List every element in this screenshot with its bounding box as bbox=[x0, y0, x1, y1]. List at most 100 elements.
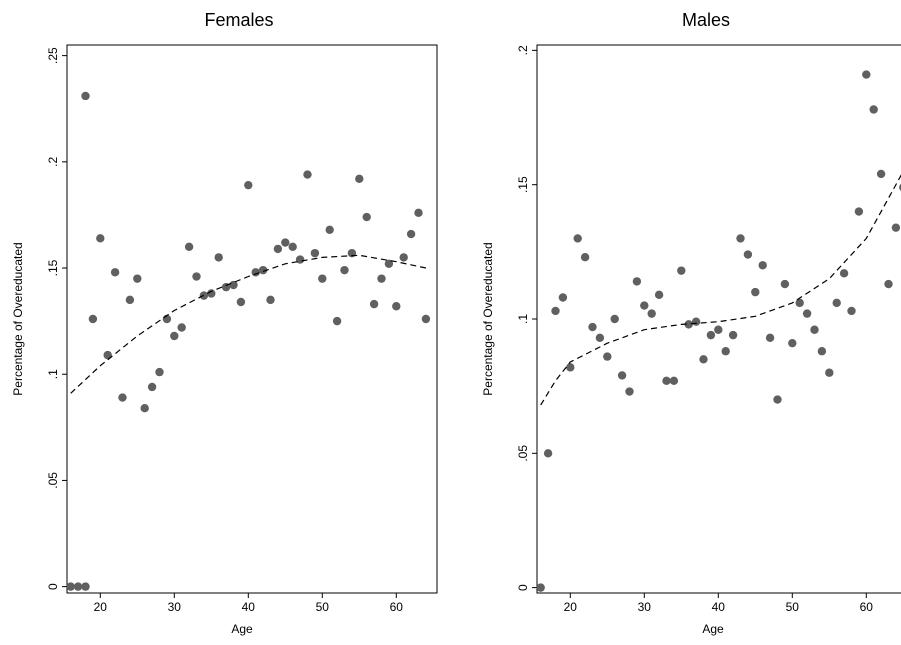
data-point bbox=[303, 170, 312, 179]
data-point bbox=[81, 91, 90, 101]
data-point bbox=[147, 382, 157, 392]
data-point bbox=[773, 395, 782, 404]
data-point bbox=[810, 325, 819, 334]
data-point bbox=[580, 253, 590, 262]
data-point bbox=[603, 352, 612, 361]
data-point bbox=[236, 297, 246, 307]
data-point bbox=[573, 234, 582, 243]
y-tick-label: .15 bbox=[46, 259, 60, 276]
x-axis-label: Age bbox=[702, 622, 724, 636]
data-point bbox=[758, 261, 767, 270]
data-point bbox=[392, 302, 401, 311]
data-point bbox=[207, 289, 216, 298]
data-point bbox=[110, 268, 120, 277]
data-point bbox=[854, 207, 864, 216]
data-point bbox=[699, 355, 708, 364]
data-point bbox=[295, 255, 305, 264]
y-axis-label: Percentage of Overeducated bbox=[11, 242, 25, 395]
data-point bbox=[736, 234, 745, 243]
data-point bbox=[743, 250, 753, 259]
data-point bbox=[610, 314, 619, 324]
data-point bbox=[780, 279, 790, 289]
data-point bbox=[617, 371, 627, 380]
data-point bbox=[155, 367, 164, 377]
x-tick-label: 60 bbox=[390, 600, 404, 614]
panel-females: Females 20 30 40 50 60 0 .05 .1 .15 .2 .25 Age Pe… bbox=[11, 10, 438, 636]
data-point bbox=[362, 212, 371, 222]
data-point bbox=[862, 70, 871, 79]
data-point bbox=[691, 317, 701, 326]
y-tick-label: 0 bbox=[46, 583, 60, 590]
data-point bbox=[81, 582, 90, 591]
data-point bbox=[551, 306, 560, 316]
x-tick-label: 50 bbox=[786, 600, 800, 614]
data-point bbox=[310, 248, 320, 258]
data-point bbox=[170, 331, 179, 341]
data-point bbox=[817, 347, 827, 356]
panel-males: Males 20 30 40 50 60 0 .05 .1 .15 .2 Age Percent… bbox=[481, 10, 901, 636]
data-point bbox=[192, 272, 201, 281]
data-point bbox=[133, 274, 142, 283]
y-tick-label: .2 bbox=[46, 156, 60, 166]
data-point bbox=[384, 259, 394, 268]
data-point bbox=[377, 274, 386, 283]
data-point bbox=[891, 223, 901, 232]
x-tick-label: 20 bbox=[564, 600, 578, 614]
data-point bbox=[802, 309, 812, 318]
data-point bbox=[414, 208, 423, 217]
y-tick-label: .05 bbox=[46, 472, 60, 489]
data-point bbox=[96, 234, 105, 243]
data-point bbox=[281, 238, 290, 247]
y-tick-label: .25 bbox=[46, 47, 60, 64]
data-point bbox=[714, 325, 723, 334]
data-point bbox=[825, 368, 834, 377]
data-point bbox=[566, 363, 575, 372]
data-point bbox=[728, 330, 738, 340]
data-point bbox=[184, 242, 194, 251]
data-point bbox=[229, 280, 238, 290]
data-point bbox=[244, 180, 253, 190]
data-point bbox=[273, 244, 283, 254]
y-tick-label: .1 bbox=[46, 369, 60, 379]
x-tick-label: 40 bbox=[712, 600, 726, 614]
y-tick-label: .15 bbox=[516, 176, 530, 193]
data-point bbox=[677, 266, 686, 275]
data-point bbox=[632, 277, 642, 286]
data-point bbox=[318, 274, 327, 283]
data-point bbox=[765, 333, 775, 343]
data-point bbox=[869, 105, 878, 114]
data-point bbox=[595, 333, 605, 343]
data-point bbox=[832, 298, 841, 308]
data-point bbox=[340, 265, 349, 275]
data-point bbox=[536, 583, 545, 592]
data-point bbox=[73, 582, 83, 591]
data-point bbox=[662, 376, 671, 385]
data-point bbox=[640, 301, 649, 310]
data-point bbox=[177, 323, 186, 332]
data-point bbox=[625, 387, 634, 396]
data-point bbox=[876, 169, 886, 179]
data-point bbox=[332, 316, 342, 326]
data-point bbox=[751, 287, 760, 297]
plot-frame bbox=[66, 44, 438, 594]
data-point bbox=[140, 404, 149, 413]
x-tick-label: 30 bbox=[168, 600, 182, 614]
data-point bbox=[847, 306, 856, 316]
y-tick-label: .1 bbox=[516, 314, 530, 324]
data-point bbox=[369, 299, 379, 309]
data-point bbox=[839, 269, 849, 278]
data-point bbox=[66, 582, 75, 591]
x-tick-label: 20 bbox=[94, 600, 108, 614]
y-tick-label: .05 bbox=[516, 445, 530, 462]
x-axis-ticks: 20 30 40 50 60 bbox=[94, 593, 404, 614]
data-point bbox=[214, 253, 223, 262]
data-point bbox=[406, 229, 416, 239]
data-point bbox=[884, 279, 893, 289]
data-point bbox=[543, 449, 553, 458]
data-point bbox=[721, 347, 730, 356]
data-point bbox=[266, 295, 275, 305]
data-point bbox=[684, 320, 693, 329]
x-tick-label: 50 bbox=[316, 600, 330, 614]
